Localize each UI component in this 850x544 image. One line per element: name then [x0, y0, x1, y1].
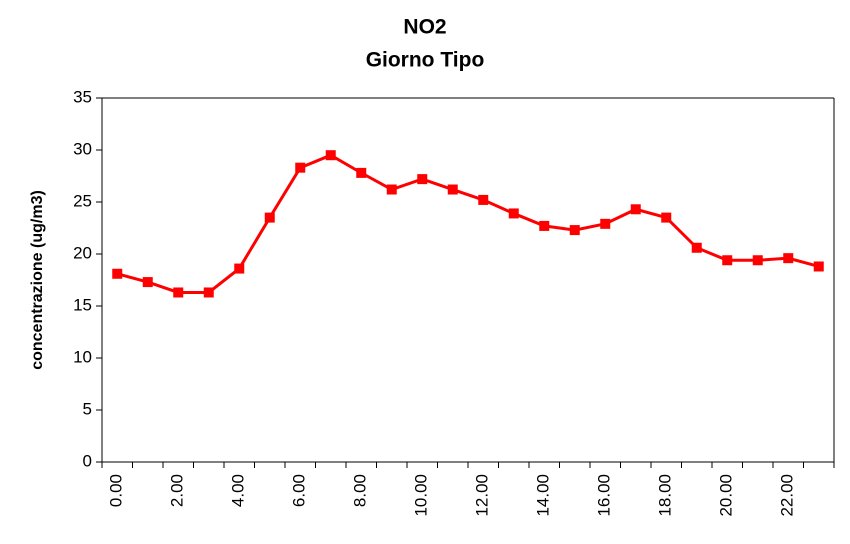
marker	[752, 255, 763, 266]
line	[116, 153, 820, 294]
x-tick-label: 12.00	[473, 474, 492, 517]
marker	[356, 167, 367, 178]
y-tick-label: 35	[73, 87, 92, 106]
chart-subtitle: Giorno Tipo	[366, 49, 485, 72]
marker	[569, 225, 580, 236]
marker	[478, 194, 489, 205]
y-tick-label: 15	[73, 295, 92, 314]
y-tick-label: 5	[83, 399, 92, 418]
marker	[203, 287, 214, 298]
y-tick-label: 10	[73, 347, 92, 366]
y-tick-label: 0	[83, 451, 92, 470]
y-tick-label: 25	[73, 191, 92, 210]
marker	[813, 261, 824, 272]
y-tick-label: 20	[73, 243, 92, 262]
marker	[630, 204, 641, 215]
marker	[600, 218, 611, 229]
x-tick-label: 8.00	[351, 474, 370, 507]
x-tick-label: 4.00	[229, 474, 248, 507]
x-tick-label: 22.00	[778, 474, 797, 517]
marker	[112, 268, 123, 279]
marker	[661, 212, 672, 223]
x-tick-label: 6.00	[290, 474, 309, 507]
marker	[722, 255, 733, 266]
marker	[508, 208, 519, 219]
marker	[295, 162, 306, 173]
marker	[783, 253, 794, 264]
marker	[325, 150, 336, 161]
marker	[386, 184, 397, 195]
marker	[447, 184, 458, 195]
x-tick-label: 20.00	[717, 474, 736, 517]
x-tick-label: 10.00	[412, 474, 431, 517]
marker	[234, 263, 245, 274]
marker	[264, 212, 275, 223]
y-tick-label: 30	[73, 139, 92, 158]
marker	[539, 220, 550, 231]
chart-title: NO2	[403, 16, 446, 39]
marker	[142, 277, 153, 288]
x-tick-label: 14.00	[534, 474, 553, 517]
x-tick-label: 18.00	[656, 474, 675, 517]
x-tick-label: 0.00	[107, 474, 126, 507]
marker	[417, 174, 428, 185]
marker	[691, 242, 702, 253]
x-tick-label: 16.00	[595, 474, 614, 517]
marker	[173, 287, 184, 298]
x-tick-label: 2.00	[168, 474, 187, 507]
y-axis-label: concentrazione (ug/m3)	[29, 190, 46, 370]
